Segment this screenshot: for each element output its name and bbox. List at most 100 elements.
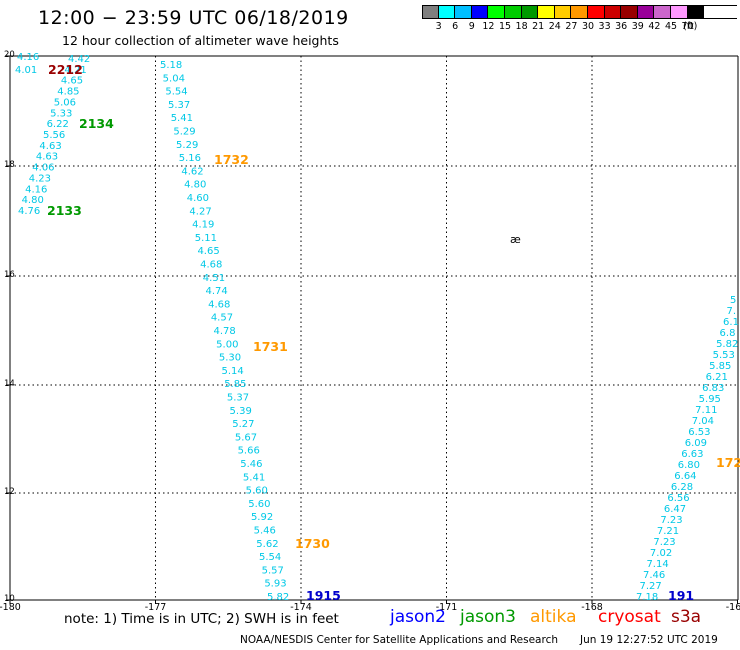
wave-height-value: 5.85 [224, 379, 246, 390]
pass-time-labels: 2212 2134 2133 1732 1731 1730 1729 191 1915 [47, 62, 740, 603]
pass-time-label: 1731 [253, 339, 288, 354]
color-swatch [521, 5, 539, 19]
wave-height-value: 6.22 [47, 119, 69, 130]
color-legend-label: 18 [515, 21, 528, 32]
wave-height-value: 6.28 [671, 482, 693, 493]
wave-height-value: 5.82 [267, 592, 289, 603]
color-swatch [587, 5, 605, 19]
wave-height-value: 4.78 [214, 326, 236, 337]
wave-height-value: 5.54 [165, 87, 187, 98]
color-swatch [670, 5, 688, 19]
wave-height-value: 5.93 [264, 579, 286, 590]
color-swatch [637, 5, 655, 19]
wave-height-value: 4.19 [192, 220, 214, 231]
pass-time-label: 1915 [306, 588, 341, 603]
longitude-label: -177 [144, 602, 167, 613]
color-legend-label: 21 [532, 21, 545, 32]
wave-height-value: 4.01 [15, 65, 37, 76]
longitude-label: -168 [581, 602, 603, 613]
wave-height-value: 5.46 [240, 459, 262, 470]
wave-height-value: 5.29 [176, 140, 198, 151]
latitude-label: 12 [4, 487, 15, 497]
wave-height-value: 7.21 [657, 526, 679, 537]
pass-time-label: 2212 [48, 62, 83, 77]
wave-height-value: 5.62 [256, 539, 278, 550]
color-legend-label: 45 [664, 21, 678, 32]
color-legend-label: 15 [498, 21, 512, 32]
wave-height-value: 4.85 [57, 87, 79, 98]
wave-height-value: 5.54 [259, 552, 281, 563]
wave-height-value: 4.60 [187, 193, 209, 204]
satellite-legend-altika: altika [530, 607, 577, 627]
color-swatch [455, 5, 472, 19]
wave-height-value: 4.80 [22, 195, 44, 206]
wave-height-value: 5.41 [171, 113, 193, 124]
wave-height-value: 5.18 [160, 60, 182, 71]
latitude-label: 18 [4, 160, 15, 170]
color-legend-label: 27 [565, 21, 578, 32]
color-swatch [471, 5, 489, 19]
page-title: 12:00 − 23:59 UTC 06/18/2019 [38, 7, 349, 29]
wave-height-value: 6.83 [702, 383, 724, 394]
longitude-label: -174 [290, 602, 312, 613]
wave-height-value: 4.16 [17, 52, 39, 63]
wave-height-value: 5.39 [230, 406, 252, 417]
wave-height-value: 6.53 [688, 427, 710, 438]
wave-height-value: 6.09 [685, 438, 707, 449]
wave-height-value: 6.47 [664, 504, 686, 515]
wave-height-value: 4.68 [200, 260, 222, 271]
color-swatch [687, 5, 705, 19]
wave-height-value: 5.14 [222, 366, 244, 377]
wave-height-value: 5.41 [243, 472, 265, 483]
color-swatch [554, 5, 572, 19]
wave-height-value: 7. [727, 306, 737, 317]
wave-height-value: 7.02 [650, 548, 672, 559]
wave-height-value: 5.37 [227, 393, 249, 404]
color-legend-label: 30 [581, 21, 595, 32]
page-subtitle: 12 hour collection of altimeter wave hei… [62, 33, 339, 48]
wave-height-value: 5.53 [713, 350, 735, 361]
pass-time-label: 1732 [214, 152, 249, 167]
color-swatch [422, 5, 439, 19]
wave-height-value: 5.56 [43, 130, 65, 141]
pass-time-label: 1729 [716, 455, 740, 470]
wave-height-value: 4.16 [25, 184, 47, 195]
wave-height-value: 5.00 [216, 339, 238, 350]
color-swatch [654, 5, 671, 19]
wave-height-value: 5.92 [251, 512, 273, 523]
color-swatch [571, 5, 588, 19]
wave-height-value: 6.1 [723, 317, 739, 328]
wave-height-value: 4.68 [208, 299, 230, 310]
wave-height-value: 4.76 [18, 206, 40, 217]
satellite-legend-cryosat: cryosat [598, 607, 661, 627]
wave-height-value: 5.29 [173, 127, 195, 138]
wave-height-value: 7.11 [695, 405, 717, 416]
latitude-label: 20 [4, 50, 15, 60]
color-legend-label: 12 [482, 21, 495, 32]
wave-height-value: 7.18 [636, 592, 658, 603]
wave-height-value: 5.57 [262, 565, 284, 576]
wave-height-value: 5.37 [168, 100, 190, 111]
wave-height-value: 6.56 [667, 493, 689, 504]
wave-height-value: 5.06 [54, 97, 76, 108]
wave-height-value: 4.23 [29, 173, 51, 184]
color-swatch [438, 5, 456, 19]
satellite-legend-jason3: jason3 [460, 607, 516, 627]
wave-height-value: 7.23 [660, 515, 682, 526]
wave-height-value: 5.85 [709, 361, 731, 372]
latitude-label: 10 [4, 594, 15, 604]
wave-height-value: 5.60 [248, 499, 270, 510]
wave-height-value: 5.82 [716, 339, 738, 350]
color-legend-label: 70 [681, 21, 694, 32]
wave-height-value: 7.14 [646, 559, 668, 570]
generated-timestamp: Jun 19 12:27:52 UTC 2019 [580, 634, 718, 646]
latitude-label: 14 [4, 379, 15, 389]
wave-height-value: 4.51 [203, 273, 225, 284]
color-legend-label: (ft) [683, 21, 698, 32]
wave-height-value: 7.04 [692, 416, 714, 427]
latitude-label: 16 [4, 270, 15, 280]
wave-height-value: 7.23 [653, 537, 675, 548]
wave-height-value: 5.95 [699, 394, 721, 405]
